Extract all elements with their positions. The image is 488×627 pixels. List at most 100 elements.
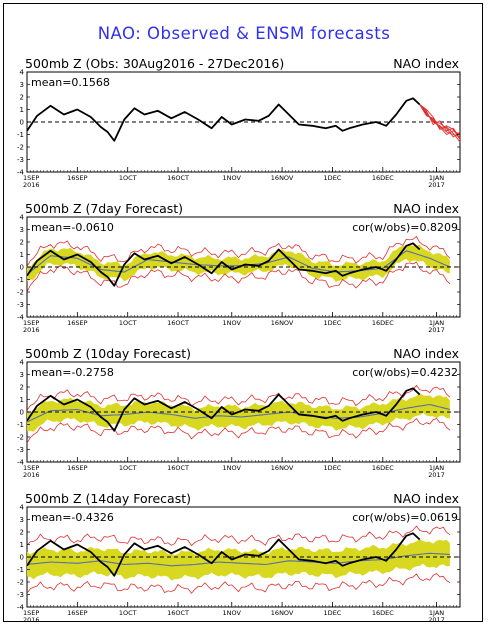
y-tick-label: 2 [20,529,24,537]
member-upper-line [26,235,451,267]
x-tick-label: 16OCT [167,319,189,327]
panel-1: 500mb Z (Obs: 30Aug2016 - 27Dec2016) NAO … [17,56,461,189]
panel-index-label: NAO index [393,491,459,506]
panel-title: 500mb Z (10day Forecast) [25,346,191,361]
mean-label: mean=-0.4326 [31,511,114,524]
y-tick-label: 4 [20,504,25,512]
x-tick-label: 16SEP [67,174,88,182]
y-tick-label: 1 [20,396,24,404]
x-tick-year-label: 2017 [428,471,445,479]
observed-line [26,242,421,287]
spread-band [27,538,450,581]
x-tick-year-label: 2016 [23,181,40,189]
x-tick-label: 16SEP [67,319,88,327]
x-tick-label: 16DEC [372,609,394,617]
panel-title: 500mb Z (14day Forecast) [25,491,191,506]
correlation-label: cor(w/obs)=0.0619 [352,511,458,524]
spread-band [27,244,450,282]
ensemble-member-line-6 [419,104,461,140]
x-tick-label: 16OCT [167,609,189,617]
y-tick-label: -3 [17,156,24,164]
x-tick-label: 1NOV [223,609,242,617]
member-lower-line [26,573,451,594]
y-tick-label: -1 [17,131,24,139]
correlation-label: cor(w/obs)=0.4232 [352,366,458,379]
y-tick-label: -1 [17,276,24,284]
page-title: NAO: Observed & ENSM forecasts [97,24,391,43]
y-tick-label: 4 [20,69,25,77]
observed-line [26,97,421,142]
x-tick-label: 1OCT [119,609,137,617]
y-tick-label: -4 [17,169,25,177]
x-tick-label: 16NOV [271,464,294,472]
y-tick-label: -2 [17,434,24,442]
x-tick-label: 1SEP [23,609,39,617]
x-tick-year-label: 2016 [23,326,40,334]
x-tick-label: 16NOV [271,609,294,617]
y-tick-label: -3 [17,301,24,309]
y-tick-label: 3 [20,371,24,379]
x-tick-label: 16SEP [67,464,88,472]
y-tick-label: -4 [17,604,25,612]
observed-line [26,387,421,432]
y-tick-label: -3 [17,446,24,454]
x-tick-label: 1DEC [324,174,342,182]
x-tick-year-label: 2017 [428,326,445,334]
panel-title: 500mb Z (7day Forecast) [25,201,183,216]
y-tick-label: 4 [20,214,25,222]
y-tick-label: 3 [20,226,24,234]
y-tick-label: 0 [20,264,24,272]
y-tick-label: 3 [20,516,24,524]
y-tick-label: 0 [20,119,24,127]
x-tick-label: 1NOV [223,319,242,327]
mean-label: mean=0.1568 [31,76,110,89]
x-tick-label: 16NOV [271,174,294,182]
ensemble-member-line-4 [419,104,461,136]
panel-title: 500mb Z (Obs: 30Aug2016 - 27Dec2016) [25,56,284,71]
correlation-label: cor(w/obs)=0.8209 [352,221,458,234]
y-tick-label: 1 [20,106,24,114]
y-tick-label: -1 [17,421,24,429]
x-tick-label: 1JAN [429,464,444,472]
mean-label: mean=-0.2758 [31,366,114,379]
figure-frame [3,3,483,622]
x-tick-label: 1NOV [223,174,242,182]
y-tick-label: 0 [20,409,24,417]
ensemble-mean-line [26,552,450,567]
x-tick-label: 1JAN [429,319,444,327]
x-tick-label: 1JAN [429,609,444,617]
y-tick-label: 4 [20,359,25,367]
x-tick-year-label: 2016 [23,471,40,479]
x-tick-year-label: 2016 [23,616,40,624]
panel-index-label: NAO index [393,346,459,361]
x-tick-label: 1DEC [324,609,342,617]
y-tick-label: 0 [20,554,24,562]
x-tick-label: 1OCT [119,319,137,327]
y-tick-label: -4 [17,314,25,322]
y-tick-label: -3 [17,591,24,599]
x-tick-label: 16OCT [167,464,189,472]
mean-label: mean=-0.0610 [31,221,114,234]
y-tick-label: 2 [20,94,24,102]
y-tick-label: -4 [17,459,25,467]
member-upper-line [26,384,451,411]
x-tick-label: 1DEC [324,464,342,472]
panel-index-label: NAO index [393,201,459,216]
x-tick-label: 1OCT [119,174,137,182]
x-tick-label: 16DEC [372,319,394,327]
y-tick-label: -1 [17,566,24,574]
y-tick-label: -2 [17,144,24,152]
panel-2: 500mb Z (7day Forecast) NAO index mean=-0.… [17,201,461,334]
ensemble-member-line-1 [419,104,461,138]
x-tick-label: 1NOV [223,464,242,472]
member-upper-line [26,525,451,547]
member-lower-line [26,417,451,444]
y-tick-label: 1 [20,541,24,549]
panel-3: 500mb Z (10day Forecast) NAO index mean=-0… [17,346,461,479]
member-lower-line [26,261,451,293]
ensemble-member-line-2 [419,104,461,143]
x-tick-label: 1JAN [429,174,444,182]
y-tick-label: 2 [20,384,24,392]
observed-line [26,532,421,577]
